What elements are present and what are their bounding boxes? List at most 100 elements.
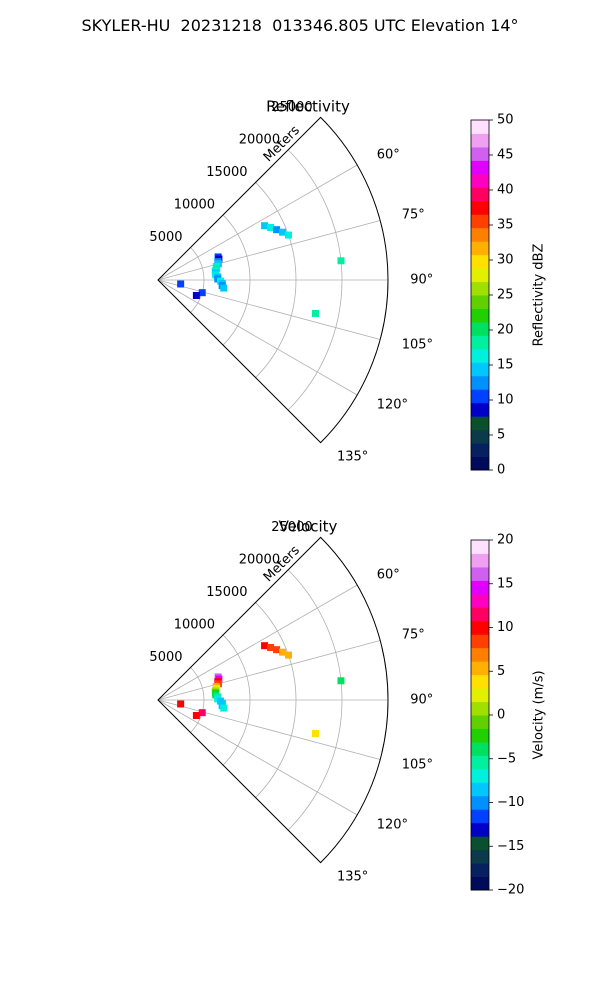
- echo-cell: [177, 700, 185, 708]
- colorbar-tick-label: 10: [497, 620, 514, 635]
- azimuth-tick-label: 75°: [402, 628, 425, 643]
- colorbar-swatch: [471, 362, 489, 377]
- colorbar-swatch: [471, 566, 489, 581]
- azimuth-tick-label: 90°: [410, 273, 433, 288]
- colorbar-swatch: [471, 281, 489, 296]
- colorbar: −20 −15 −10 −5 0 5 10 15 20 Velocity (m/s): [470, 533, 547, 898]
- colorbar-tick-label: 5: [497, 428, 505, 443]
- echo-cell: [192, 712, 200, 720]
- echo-cell: [261, 642, 269, 650]
- colorbar-swatch: [471, 701, 489, 716]
- colorbar-swatch: [471, 728, 489, 743]
- colorbar-swatch: [471, 782, 489, 797]
- azimuth-spoke: [157, 279, 358, 396]
- colorbar-tick-label: −20: [497, 883, 524, 898]
- colorbar-swatch: [471, 443, 489, 458]
- radial-tick-label: 10000: [174, 197, 215, 212]
- sector-frame: [157, 536, 389, 864]
- colorbar-swatch: [471, 540, 489, 554]
- colorbar-swatch: [471, 227, 489, 242]
- echo-cell: [198, 709, 206, 717]
- colorbar-swatch: [471, 607, 489, 622]
- colorbar-tick-label: 10: [497, 393, 514, 408]
- colorbar-swatch: [471, 580, 489, 595]
- colorbar-swatch: [471, 809, 489, 824]
- colorbar-swatch: [471, 688, 489, 703]
- colorbar-swatch: [471, 173, 489, 188]
- colorbar-swatch: [471, 214, 489, 229]
- colorbar-tick-label: 45: [497, 148, 514, 163]
- azimuth-spoke: [157, 699, 358, 816]
- colorbar-swatch: [471, 836, 489, 851]
- azimuth-spoke: [157, 640, 381, 701]
- radial-tick-label: 25000: [271, 520, 312, 535]
- echo-cell: [198, 289, 206, 297]
- colorbar-tick-label: 0: [497, 708, 505, 723]
- colorbar-tick-label: 20: [497, 323, 514, 338]
- colorbar-swatch: [471, 402, 489, 417]
- echo-cell: [337, 257, 345, 265]
- colorbar-tick-label: 50: [497, 113, 514, 128]
- colorbar-swatch: [471, 620, 489, 635]
- colorbar-swatch: [471, 241, 489, 256]
- colorbar-swatch: [471, 146, 489, 161]
- velocity-panel: Velocity 60° 75° 90° 105° 120° 135° 5000 10000 15…: [149, 518, 546, 898]
- colorbar-swatch: [471, 160, 489, 175]
- colorbar-swatch: [471, 335, 489, 350]
- colorbar-tick-label: 0: [497, 463, 505, 478]
- colorbar-tick-label: 20: [497, 533, 514, 548]
- echo-cells: [177, 642, 345, 737]
- azimuth-tick-label: 90°: [410, 693, 433, 708]
- echo-cell: [220, 284, 228, 292]
- echo-cell: [273, 226, 281, 234]
- echo-cell: [261, 222, 269, 230]
- radial-tick-label: 10000: [174, 617, 215, 632]
- radial-tick-label: 5000: [149, 650, 182, 665]
- azimuth-tick-label: 105°: [402, 337, 433, 352]
- azimuth-tick-label: 120°: [377, 398, 408, 413]
- colorbar-swatch: [471, 416, 489, 431]
- colorbar-swatch: [471, 120, 489, 134]
- echo-cell: [279, 648, 287, 656]
- colorbar-swatch: [471, 876, 489, 891]
- colorbar-swatch: [471, 674, 489, 689]
- radial-tick-label: 15000: [206, 585, 247, 600]
- colorbar-tick-label: 15: [497, 576, 514, 591]
- colorbar-tick-label: 35: [497, 218, 514, 233]
- echo-cell: [220, 704, 228, 712]
- echo-cell: [177, 280, 185, 288]
- colorbar-swatch: [471, 321, 489, 336]
- sector-frame: [157, 116, 389, 444]
- colorbar-tick-label: 5: [497, 664, 505, 679]
- echo-cell: [279, 228, 287, 236]
- colorbar-swatch: [471, 389, 489, 404]
- colorbar-swatch: [471, 863, 489, 878]
- azimuth-tick-label: 135°: [337, 449, 368, 464]
- echo-cell: [284, 651, 292, 659]
- colorbar-tick-label: 25: [497, 288, 514, 303]
- colorbar-swatch: [471, 308, 489, 323]
- echo-cell: [267, 224, 275, 232]
- colorbar-label: Reflectivity dBZ: [532, 244, 547, 347]
- colorbar-swatch: [471, 795, 489, 810]
- colorbar-swatch: [471, 741, 489, 756]
- azimuth-spoke: [157, 220, 381, 281]
- colorbar-swatch: [471, 634, 489, 649]
- colorbar-label: Velocity (m/s): [532, 670, 547, 759]
- colorbar-swatch: [471, 133, 489, 148]
- colorbar-tick-label: 15: [497, 358, 514, 373]
- colorbar-swatch: [471, 593, 489, 608]
- azimuth-tick-label: 60°: [377, 147, 400, 162]
- chart-title: Velocity: [279, 518, 338, 536]
- colorbar-tick-label: 30: [497, 253, 514, 268]
- colorbar-swatch: [471, 755, 489, 770]
- colorbar-tick-label: 40: [497, 183, 514, 198]
- reflectivity-panel: Reflectivity60°75°90°105°120°135°5000100…: [149, 98, 546, 478]
- colorbar-swatch: [471, 715, 489, 729]
- colorbar-swatch: [471, 375, 489, 390]
- polar-grid: [157, 569, 388, 831]
- colorbar-swatch: [471, 187, 489, 202]
- radial-tick-label: 20000: [239, 132, 280, 147]
- echo-cells: [177, 222, 345, 317]
